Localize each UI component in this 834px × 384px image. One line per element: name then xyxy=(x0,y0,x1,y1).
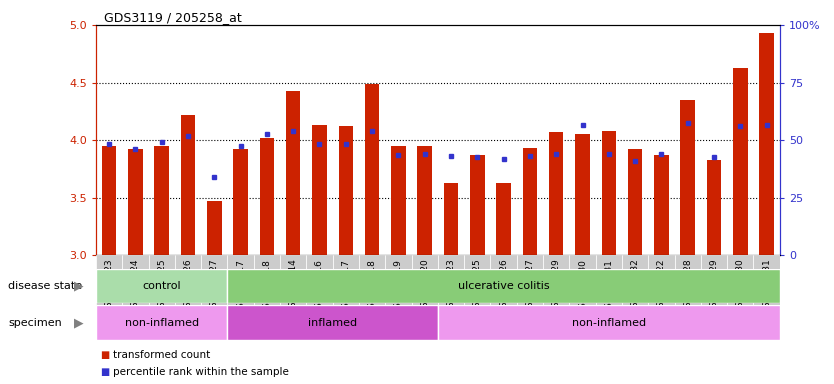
Text: GSM240025: GSM240025 xyxy=(157,259,166,313)
Text: GSM239717: GSM239717 xyxy=(341,259,350,314)
Bar xyxy=(595,255,622,323)
Bar xyxy=(753,255,780,323)
Text: inflamed: inflamed xyxy=(308,318,357,328)
Bar xyxy=(760,33,774,255)
Bar xyxy=(496,183,511,255)
Bar xyxy=(306,255,333,323)
Bar xyxy=(385,255,411,323)
Text: GDS3119 / 205258_at: GDS3119 / 205258_at xyxy=(104,12,242,25)
Bar xyxy=(570,255,595,323)
Text: control: control xyxy=(143,281,181,291)
Bar xyxy=(706,160,721,255)
Text: GSM240028: GSM240028 xyxy=(683,259,692,313)
Bar xyxy=(96,305,228,340)
Bar xyxy=(181,115,195,255)
Text: GSM239720: GSM239720 xyxy=(420,259,430,313)
Text: GSM240022: GSM240022 xyxy=(657,259,666,313)
Text: disease state: disease state xyxy=(8,281,83,291)
Bar xyxy=(234,149,248,255)
Text: GSM239618: GSM239618 xyxy=(263,259,271,314)
Bar xyxy=(259,138,274,255)
Bar xyxy=(154,146,169,255)
Text: ▶: ▶ xyxy=(74,280,84,293)
Bar xyxy=(411,255,438,323)
Bar xyxy=(438,255,465,323)
Bar xyxy=(470,155,485,255)
Text: non-inflamed: non-inflamed xyxy=(572,318,646,328)
Bar xyxy=(701,255,727,323)
Text: GSM240030: GSM240030 xyxy=(736,259,745,313)
Bar xyxy=(418,146,432,255)
Bar xyxy=(575,134,590,255)
Bar xyxy=(228,255,254,323)
Text: GSM240026: GSM240026 xyxy=(183,259,193,313)
Text: specimen: specimen xyxy=(8,318,62,328)
Bar xyxy=(175,255,201,323)
Text: GSM240029: GSM240029 xyxy=(710,259,719,313)
Text: GSM239729: GSM239729 xyxy=(552,259,560,313)
Bar xyxy=(123,255,148,323)
Bar xyxy=(648,255,675,323)
Bar xyxy=(622,255,648,323)
Bar xyxy=(312,125,327,255)
Text: GSM239725: GSM239725 xyxy=(473,259,482,313)
Bar xyxy=(96,269,228,303)
Text: GSM239718: GSM239718 xyxy=(368,259,377,314)
Bar xyxy=(280,255,306,323)
Text: non-inflamed: non-inflamed xyxy=(124,318,198,328)
Text: GSM239727: GSM239727 xyxy=(525,259,535,313)
Bar xyxy=(128,149,143,255)
Text: GSM239719: GSM239719 xyxy=(394,259,403,314)
Bar xyxy=(286,91,300,255)
Bar xyxy=(148,255,175,323)
Bar xyxy=(201,255,228,323)
Bar xyxy=(675,255,701,323)
Bar xyxy=(628,149,642,255)
Text: GSM239731: GSM239731 xyxy=(605,259,613,314)
Text: transformed count: transformed count xyxy=(113,350,210,360)
Bar xyxy=(543,255,570,323)
Bar xyxy=(549,132,564,255)
Bar xyxy=(654,155,669,255)
Text: GSM239716: GSM239716 xyxy=(315,259,324,314)
Text: ▶: ▶ xyxy=(74,316,84,329)
Bar xyxy=(254,255,280,323)
Bar xyxy=(517,255,543,323)
Bar xyxy=(364,84,379,255)
Text: GSM240024: GSM240024 xyxy=(131,259,140,313)
Text: GSM239726: GSM239726 xyxy=(499,259,508,313)
Bar xyxy=(207,201,222,255)
Bar xyxy=(727,255,753,323)
Text: ulcerative colitis: ulcerative colitis xyxy=(458,281,550,291)
Text: ■: ■ xyxy=(100,350,109,360)
Bar xyxy=(465,255,490,323)
Text: GSM239732: GSM239732 xyxy=(631,259,640,313)
Text: GSM239714: GSM239714 xyxy=(289,259,298,313)
Text: GSM240027: GSM240027 xyxy=(210,259,219,313)
Bar xyxy=(339,126,353,255)
Bar xyxy=(228,269,780,303)
Bar xyxy=(523,148,537,255)
Bar xyxy=(102,146,116,255)
Text: GSM240023: GSM240023 xyxy=(104,259,113,313)
Text: percentile rank within the sample: percentile rank within the sample xyxy=(113,367,289,377)
Bar xyxy=(228,305,438,340)
Bar xyxy=(438,305,780,340)
Bar xyxy=(490,255,517,323)
Text: GSM239617: GSM239617 xyxy=(236,259,245,314)
Text: GSM239730: GSM239730 xyxy=(578,259,587,314)
Bar xyxy=(601,131,616,255)
Bar xyxy=(96,255,123,323)
Text: GSM239723: GSM239723 xyxy=(446,259,455,313)
Bar xyxy=(333,255,359,323)
Bar xyxy=(733,68,747,255)
Bar xyxy=(681,100,695,255)
Bar xyxy=(444,183,458,255)
Text: ■: ■ xyxy=(100,367,109,377)
Bar xyxy=(359,255,385,323)
Bar xyxy=(391,146,405,255)
Text: GSM240031: GSM240031 xyxy=(762,259,771,313)
